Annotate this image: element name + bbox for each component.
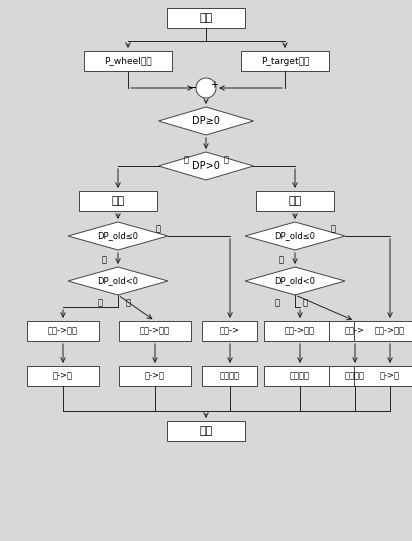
Text: 否: 否 xyxy=(223,155,229,164)
Text: DP_old≤0: DP_old≤0 xyxy=(98,232,138,241)
Text: DP_old<0: DP_old<0 xyxy=(274,276,316,286)
Text: 是: 是 xyxy=(274,299,279,307)
Text: 否: 否 xyxy=(330,225,335,234)
Bar xyxy=(119,321,191,341)
Text: 开->关: 开->关 xyxy=(380,372,400,380)
Text: 否: 否 xyxy=(126,299,131,307)
Polygon shape xyxy=(245,222,345,250)
Polygon shape xyxy=(245,267,345,295)
Bar xyxy=(329,366,381,386)
Text: DP>0: DP>0 xyxy=(192,161,220,171)
Bar xyxy=(241,51,329,71)
Text: 增压->保压: 增压->保压 xyxy=(375,327,405,335)
Bar xyxy=(79,191,157,211)
Text: 返回: 返回 xyxy=(199,426,213,436)
Text: −: − xyxy=(188,83,198,93)
Bar xyxy=(354,366,412,386)
Text: DP_old≤0: DP_old≤0 xyxy=(274,232,316,241)
Polygon shape xyxy=(68,267,168,295)
Polygon shape xyxy=(68,222,168,250)
Text: P_target计算: P_target计算 xyxy=(261,56,309,65)
Polygon shape xyxy=(159,107,253,135)
Bar xyxy=(264,366,336,386)
Text: 是: 是 xyxy=(101,255,106,265)
Text: +: + xyxy=(210,80,218,90)
Bar xyxy=(203,366,258,386)
Text: 保持开启: 保持开启 xyxy=(220,372,240,380)
Bar xyxy=(167,8,245,28)
Text: 增压: 增压 xyxy=(111,196,124,206)
Text: 开始: 开始 xyxy=(199,13,213,23)
Text: 减压->保压: 减压->保压 xyxy=(285,327,315,335)
Text: 是: 是 xyxy=(98,299,103,307)
Text: 否: 否 xyxy=(302,299,307,307)
Text: 保持关闭: 保持关闭 xyxy=(290,372,310,380)
Circle shape xyxy=(196,78,216,98)
Bar xyxy=(256,191,334,211)
Text: 关->开: 关->开 xyxy=(145,372,165,380)
Text: DP_old<0: DP_old<0 xyxy=(98,276,138,286)
Bar xyxy=(203,321,258,341)
Text: 保压: 保压 xyxy=(288,196,302,206)
Text: 减压->增压: 减压->增压 xyxy=(48,327,78,335)
Polygon shape xyxy=(159,152,253,180)
Text: 保压->增压: 保压->增压 xyxy=(140,327,170,335)
Text: 增压->: 增压-> xyxy=(220,327,240,335)
Text: 否: 否 xyxy=(155,225,161,234)
Bar xyxy=(27,366,99,386)
Bar xyxy=(27,321,99,341)
Bar xyxy=(84,51,172,71)
Text: DP≥0: DP≥0 xyxy=(192,116,220,126)
Text: 是: 是 xyxy=(183,155,189,164)
Bar xyxy=(264,321,336,341)
Text: 保持关闭: 保持关闭 xyxy=(345,372,365,380)
Text: 是: 是 xyxy=(279,255,283,265)
Text: P_wheel计算: P_wheel计算 xyxy=(104,56,152,65)
Bar xyxy=(167,421,245,441)
Bar xyxy=(329,321,381,341)
Bar xyxy=(354,321,412,341)
Bar xyxy=(119,366,191,386)
Text: 关->开: 关->开 xyxy=(53,372,73,380)
Text: 保压->: 保压-> xyxy=(345,327,365,335)
